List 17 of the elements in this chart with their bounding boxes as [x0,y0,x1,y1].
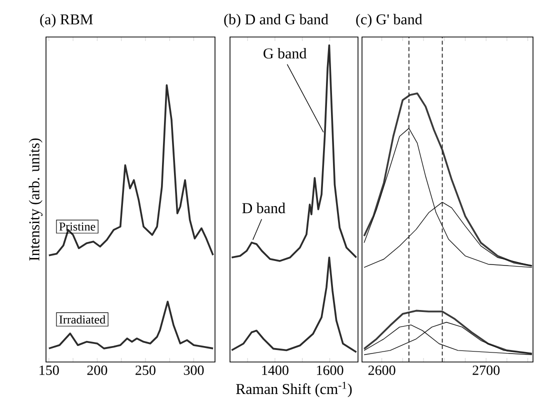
x-tick-label: 1600 [317,366,344,375]
series-label: Irradiated [59,315,106,324]
x-tick-label: 150 [40,366,59,375]
annotation: G band [264,48,307,59]
x-tick-label: 1400 [262,366,288,375]
x-tick-label: 250 [136,366,156,375]
x-tick-label: 2600 [368,366,396,375]
x-tick-label: 300 [184,366,204,375]
x-tick-label: 2700 [472,366,500,375]
annotation: D band [242,202,286,214]
series-label: Pristine [59,222,96,231]
y-axis-title: Intensity (arb. units) [28,138,42,261]
x-tick-label: 200 [87,366,108,375]
chart-title: (b) D and G band [224,14,328,28]
chart-title: (a) RBM [40,14,93,28]
chart-title: (c) G' band [356,14,422,28]
x-axis-title: Raman Shift (cm$^{-1}$) [236,382,352,398]
